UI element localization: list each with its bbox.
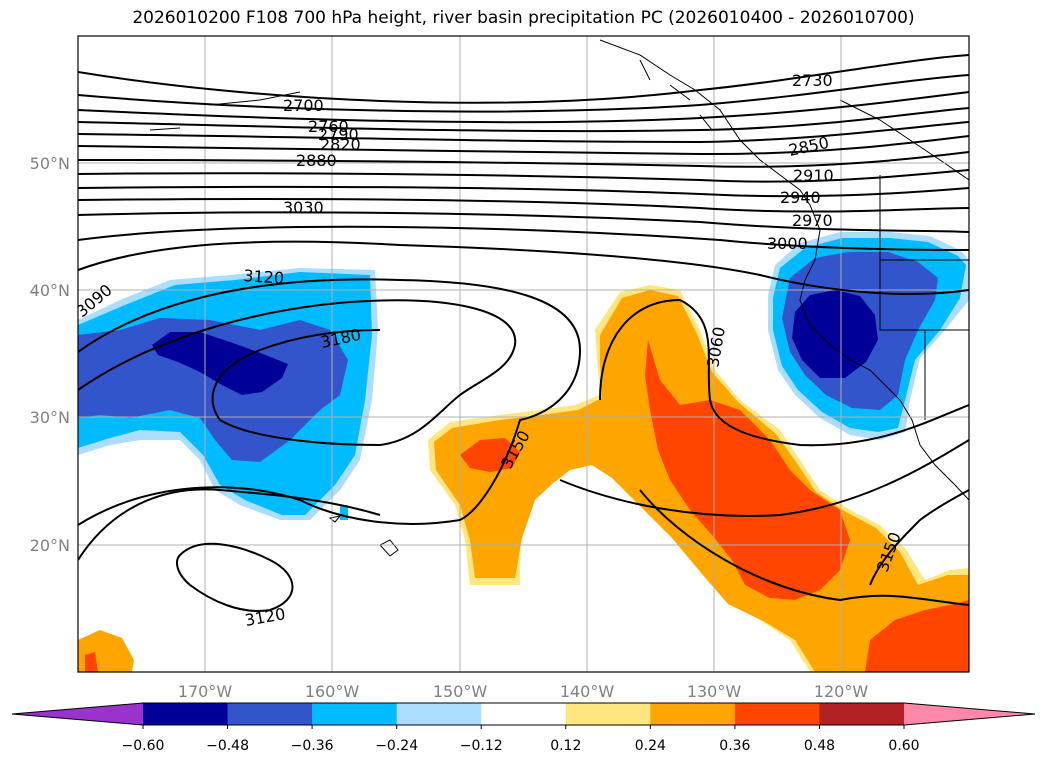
contour-label: 2910 bbox=[793, 166, 834, 185]
lat-tick-label: 40°N bbox=[30, 281, 70, 300]
lon-tick-label: 120°W bbox=[814, 682, 869, 701]
colorbar-segment bbox=[734, 703, 820, 725]
latitude-labels: 50°N 40°N 30°N 20°N bbox=[30, 154, 70, 555]
lat-tick-label: 30°N bbox=[30, 408, 70, 427]
colorbar-segment bbox=[227, 703, 313, 725]
plot-area: 2700 2730 2760 2790 2820 2850 2880 2910 … bbox=[78, 36, 969, 672]
colorbar-tick-label: −0.60 bbox=[122, 738, 165, 754]
lat-tick-label: 50°N bbox=[30, 154, 70, 173]
colorbar-segment bbox=[650, 703, 736, 725]
longitude-labels: 170°W 160°W 150°W 140°W 130°W 120°W bbox=[178, 682, 869, 701]
lon-tick-label: 130°W bbox=[687, 682, 742, 701]
colorbar-extend-low bbox=[12, 703, 143, 725]
colorbar-tick-label: −0.48 bbox=[206, 738, 249, 754]
contour-label: 3000 bbox=[767, 234, 808, 253]
colorbar-tick-label: 0.48 bbox=[804, 738, 835, 754]
lat-tick-label: 20°N bbox=[30, 536, 70, 555]
contour-label: 2730 bbox=[792, 71, 833, 90]
positive-anomaly-subtropical bbox=[78, 285, 969, 672]
height-contours bbox=[78, 54, 969, 612]
colorbar-tick-label: −0.36 bbox=[291, 738, 334, 754]
contour-label: 2970 bbox=[792, 211, 833, 230]
colorbar-segment bbox=[312, 703, 398, 725]
lon-tick-label: 160°W bbox=[305, 682, 360, 701]
colorbar: −0.60 −0.48 −0.36 −0.24 −0.12 0.12 0.24 0.36 0.4… bbox=[11, 702, 1036, 754]
colorbar-tick-label: −0.12 bbox=[460, 738, 503, 754]
contour-label: 2790 bbox=[318, 125, 359, 144]
colorbar-tick-label: 0.12 bbox=[550, 738, 581, 754]
lon-tick-label: 140°W bbox=[560, 682, 615, 701]
contour-label: 3030 bbox=[283, 198, 324, 217]
contour-label: 2940 bbox=[780, 188, 821, 207]
colorbar-segment bbox=[396, 703, 482, 725]
coastlines bbox=[149, 39, 969, 557]
lon-tick-label: 170°W bbox=[178, 682, 233, 701]
colorbar-segment bbox=[481, 703, 567, 725]
colorbar-tick-label: 0.24 bbox=[635, 738, 666, 754]
contour-label: 3120 bbox=[243, 266, 285, 288]
colorbar-tick-label: 0.36 bbox=[719, 738, 750, 754]
lon-tick-label: 150°W bbox=[433, 682, 488, 701]
contour-label: 2700 bbox=[283, 96, 324, 115]
chart-title: 2026010200 F108 700 hPa height, river ba… bbox=[132, 8, 915, 28]
colorbar-segment bbox=[565, 703, 651, 725]
gridlines bbox=[78, 36, 969, 672]
contour-label: 2820 bbox=[320, 135, 361, 154]
contour-label: 2880 bbox=[296, 151, 337, 170]
colorbar-tick-label: 0.60 bbox=[888, 738, 919, 754]
colorbar-tick-label: −0.24 bbox=[375, 738, 418, 754]
negative-anomaly-central-pacific bbox=[78, 268, 378, 520]
colorbar-extend-high bbox=[904, 703, 1035, 725]
contour-label: 2760 bbox=[308, 117, 349, 136]
colorbar-segment bbox=[143, 703, 229, 725]
plot-frame bbox=[77, 35, 970, 673]
colorbar-segment bbox=[819, 703, 905, 725]
